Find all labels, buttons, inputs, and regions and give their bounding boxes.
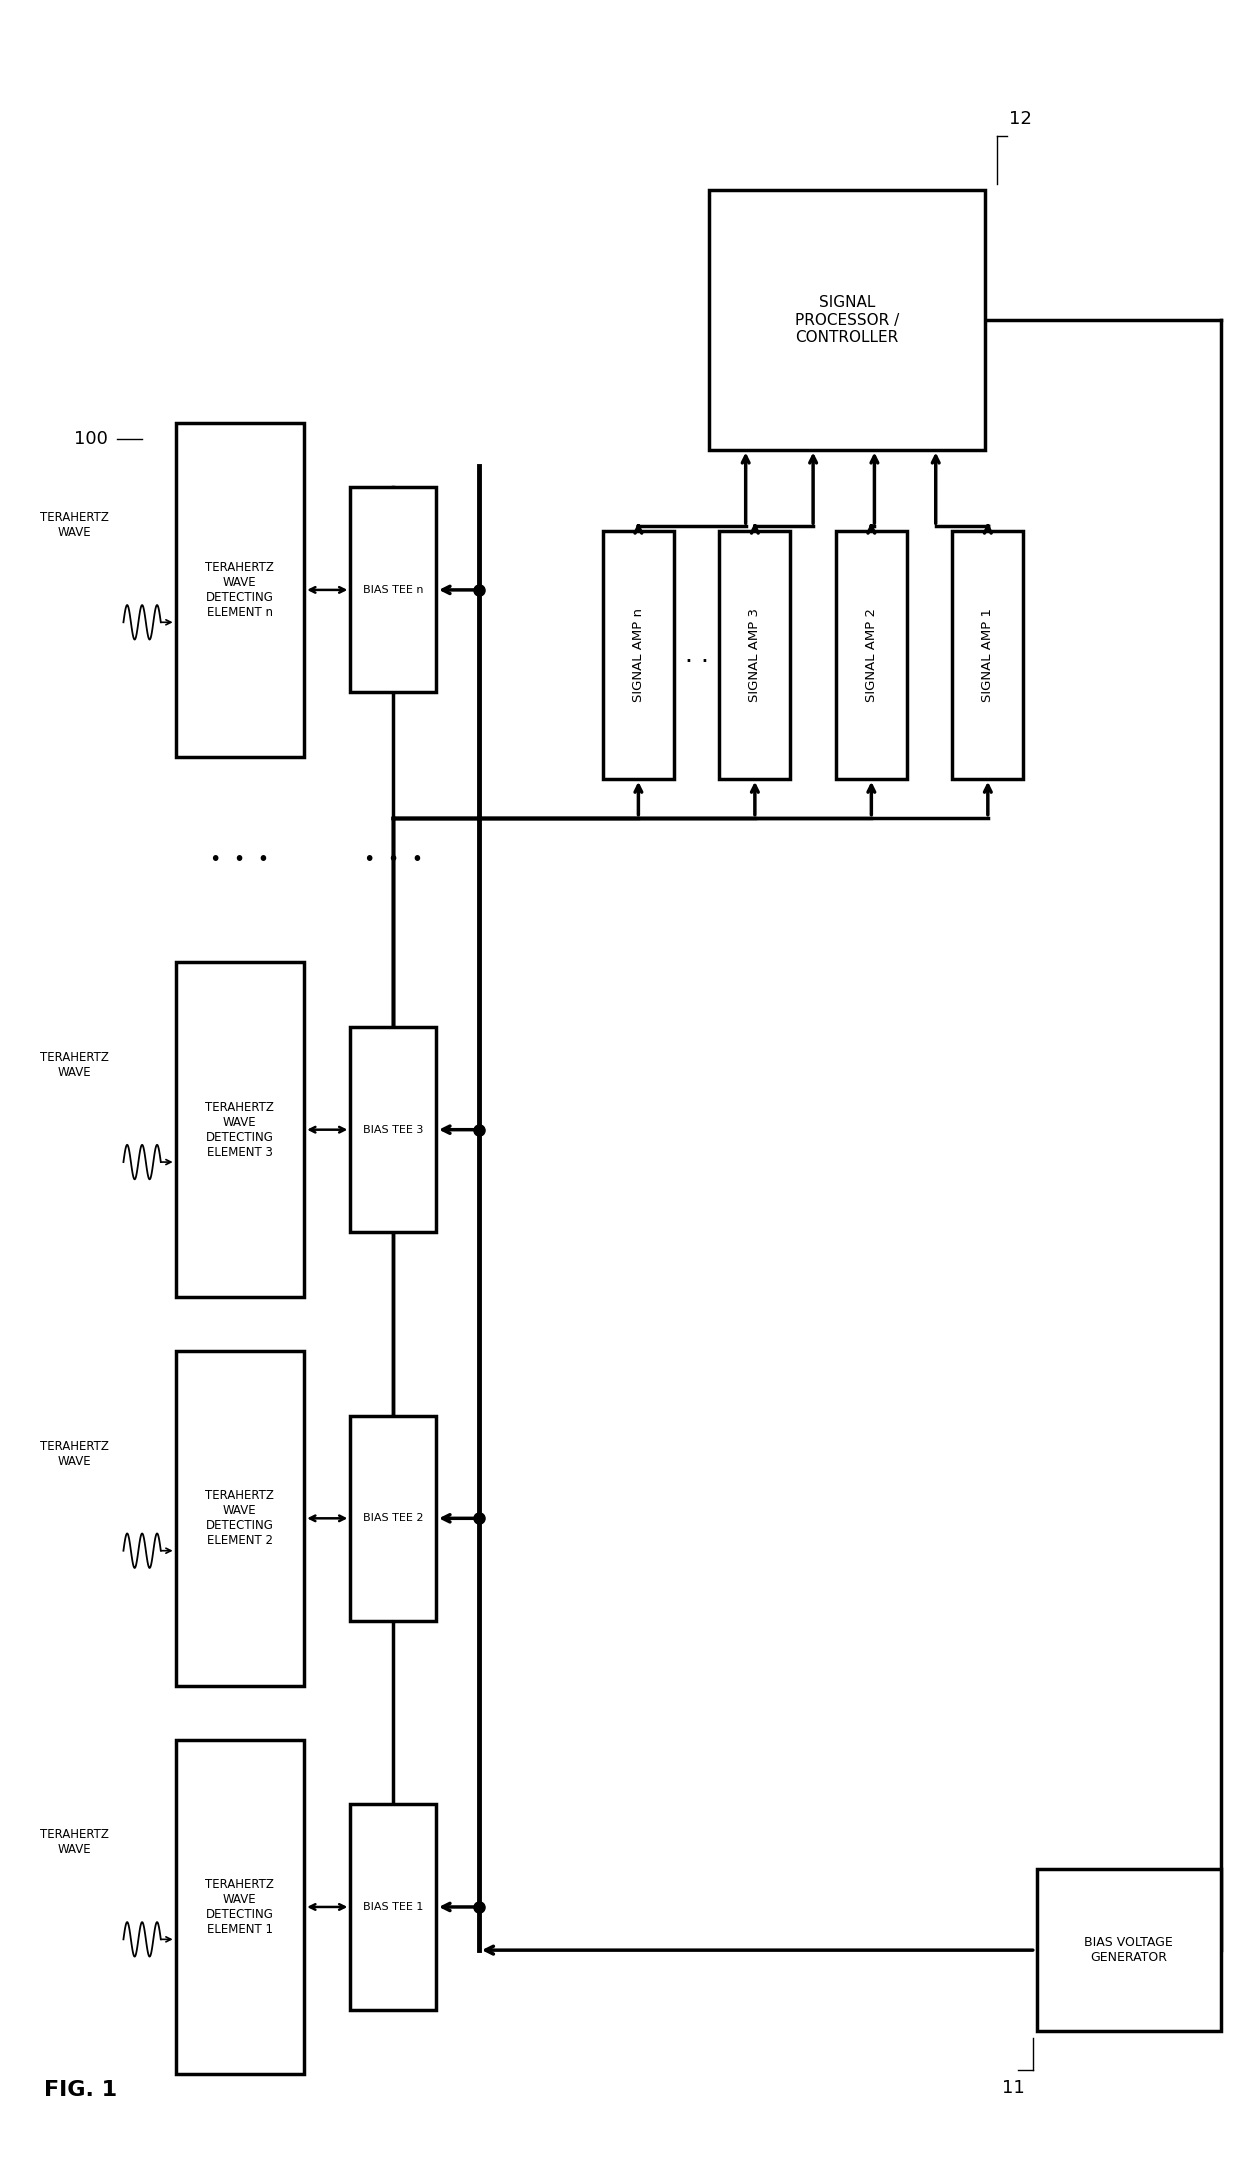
Text: BIAS TEE 1: BIAS TEE 1 (363, 1901, 423, 1912)
Text: BIAS TEE n: BIAS TEE n (363, 585, 423, 595)
FancyBboxPatch shape (176, 963, 304, 1297)
Text: BIAS TEE 2: BIAS TEE 2 (363, 1512, 423, 1523)
Text: TERAHERTZ
WAVE: TERAHERTZ WAVE (40, 1439, 109, 1467)
FancyBboxPatch shape (836, 530, 906, 778)
Text: TERAHERTZ
WAVE
DETECTING
ELEMENT 3: TERAHERTZ WAVE DETECTING ELEMENT 3 (206, 1102, 274, 1158)
Text: TERAHERTZ
WAVE: TERAHERTZ WAVE (40, 511, 109, 539)
Text: FIG. 1: FIG. 1 (43, 2080, 117, 2101)
Text: BIAS VOLTAGE
GENERATOR: BIAS VOLTAGE GENERATOR (1085, 1936, 1173, 1964)
Text: TERAHERTZ
WAVE
DETECTING
ELEMENT n: TERAHERTZ WAVE DETECTING ELEMENT n (206, 561, 274, 619)
Text: BIAS TEE 3: BIAS TEE 3 (363, 1126, 423, 1134)
Text: TERAHERTZ
WAVE
DETECTING
ELEMENT 2: TERAHERTZ WAVE DETECTING ELEMENT 2 (206, 1489, 274, 1547)
Text: SIGNAL AMP n: SIGNAL AMP n (632, 608, 645, 702)
FancyBboxPatch shape (603, 530, 675, 778)
Text: SIGNAL
PROCESSOR /
CONTROLLER: SIGNAL PROCESSOR / CONTROLLER (795, 296, 899, 346)
Text: •  •  •: • • • (211, 850, 269, 869)
FancyBboxPatch shape (176, 1352, 304, 1686)
FancyBboxPatch shape (350, 487, 436, 693)
Text: TERAHERTZ
WAVE: TERAHERTZ WAVE (40, 1827, 109, 1856)
Text: 11: 11 (1002, 2080, 1024, 2097)
FancyBboxPatch shape (1037, 1869, 1221, 2032)
FancyBboxPatch shape (350, 1417, 436, 1621)
Text: 100: 100 (74, 430, 108, 448)
Text: •  •  •: • • • (363, 850, 423, 869)
FancyBboxPatch shape (952, 530, 1023, 778)
Text: 12: 12 (1009, 111, 1032, 128)
Text: TERAHERTZ
WAVE: TERAHERTZ WAVE (40, 1052, 109, 1080)
Text: SIGNAL AMP 3: SIGNAL AMP 3 (749, 608, 761, 702)
Text: SIGNAL AMP 2: SIGNAL AMP 2 (864, 608, 878, 702)
FancyBboxPatch shape (350, 1804, 436, 2010)
FancyBboxPatch shape (176, 1741, 304, 2075)
Text: TERAHERTZ
WAVE
DETECTING
ELEMENT 1: TERAHERTZ WAVE DETECTING ELEMENT 1 (206, 1877, 274, 1936)
Text: SIGNAL AMP 1: SIGNAL AMP 1 (981, 608, 994, 702)
FancyBboxPatch shape (709, 191, 985, 450)
FancyBboxPatch shape (350, 1028, 436, 1232)
FancyBboxPatch shape (176, 422, 304, 756)
FancyBboxPatch shape (719, 530, 790, 778)
Text: . .: . . (684, 643, 708, 667)
